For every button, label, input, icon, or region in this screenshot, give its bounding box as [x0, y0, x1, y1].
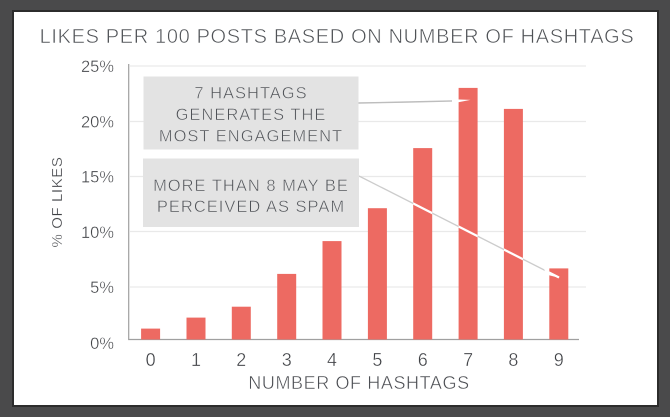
svg-text:7: 7 [463, 350, 473, 370]
svg-text:7 HASHTAGS: 7 HASHTAGS [194, 85, 307, 103]
svg-text:GENERATES THE: GENERATES THE [176, 106, 327, 124]
svg-text:8: 8 [508, 350, 518, 370]
svg-text:0%: 0% [90, 335, 114, 353]
svg-text:2: 2 [236, 350, 246, 370]
svg-text:MOST ENGAGEMENT: MOST ENGAGEMENT [159, 128, 343, 146]
svg-text:LIKES PER 100 POSTS BASED ON N: LIKES PER 100 POSTS BASED ON NUMBER OF H… [40, 26, 635, 48]
svg-text:3: 3 [282, 350, 292, 370]
svg-text:9: 9 [554, 350, 564, 370]
svg-text:25%: 25% [81, 58, 114, 76]
svg-text:0: 0 [146, 350, 156, 370]
svg-text:5: 5 [372, 350, 382, 370]
svg-text:1: 1 [191, 350, 201, 370]
svg-text:MORE THAN 8 MAY BE: MORE THAN 8 MAY BE [153, 177, 349, 195]
svg-text:10%: 10% [81, 224, 114, 242]
svg-text:NUMBER OF HASHTAGS: NUMBER OF HASHTAGS [248, 373, 469, 393]
svg-text:4: 4 [327, 350, 337, 370]
svg-text:20%: 20% [81, 114, 114, 132]
svg-text:5%: 5% [90, 279, 114, 297]
svg-text:6: 6 [418, 350, 428, 370]
svg-text:PERCEIVED AS SPAM: PERCEIVED AS SPAM [157, 198, 345, 216]
svg-text:15%: 15% [81, 169, 114, 187]
svg-text:% OF LIKES: % OF LIKES [49, 156, 66, 247]
